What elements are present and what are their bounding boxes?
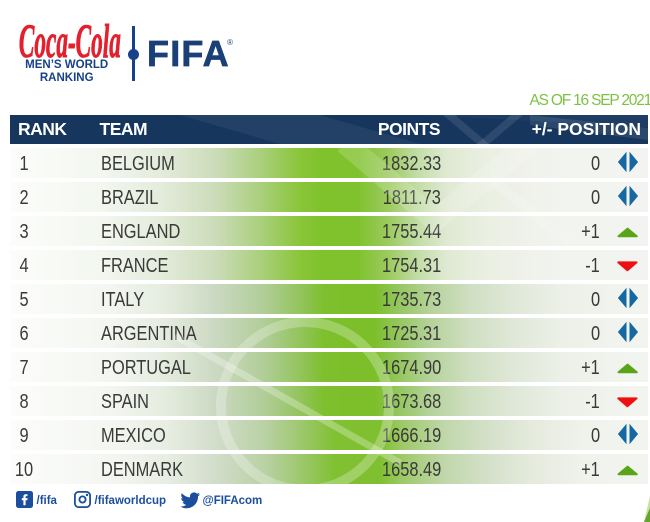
svg-text:Coca-Cola: Coca-Cola	[19, 23, 121, 63]
